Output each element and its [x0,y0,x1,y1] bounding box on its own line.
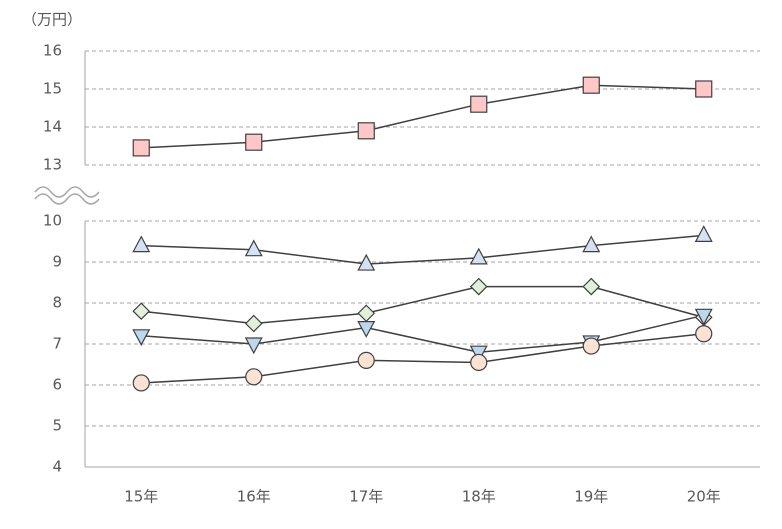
x-tick-label: 19年 [574,488,608,506]
y-tick-label: 10 [43,212,62,230]
y-tick-label: 13 [43,156,62,174]
series-line [141,84,704,149]
series-line [141,285,704,325]
y-tick-label: 5 [52,417,62,435]
marker-square [357,122,375,140]
x-tick-label: 16年 [237,488,271,506]
marker-circle [245,368,263,386]
marker-square [470,95,488,113]
marker-triangle [357,253,376,271]
series-line [141,333,704,384]
x-tick-label: 20年 [687,488,721,506]
x-tick-label: 15年 [124,488,158,506]
marker-triangle [132,235,151,253]
marker-circle [582,337,600,355]
marker-circle [695,325,713,343]
marker-square [132,139,150,157]
marker-diamond [469,277,488,296]
marker-diamond [357,304,376,323]
marker-circle [132,374,150,392]
y-tick-label: 7 [52,335,62,353]
marker-triangle [244,239,263,257]
marker-triangle [694,225,713,242]
x-tick-label: 17年 [349,488,383,506]
y-tick-label: 6 [52,376,62,394]
marker-triangle-down [694,308,713,326]
marker-triangle [469,247,488,265]
marker-square [695,80,713,98]
marker-square [245,133,263,151]
marker-diamond [582,277,601,296]
y-tick-label: 16 [43,42,62,60]
y-tick-label: 15 [43,80,62,98]
series-line [141,314,704,353]
series-line [141,234,704,265]
axis-break [34,186,100,205]
marker-triangle-down [132,329,151,347]
y-tick-label: 4 [52,458,62,476]
marker-triangle-down [469,345,488,363]
y-tick-label: 14 [43,118,62,136]
marker-circle [470,353,488,372]
marker-triangle [582,235,601,253]
marker-circle [357,351,375,369]
marker-diamond [244,314,263,333]
y-tick-label: 9 [52,253,62,271]
y-axis-unit: （万円） [22,11,82,29]
marker-triangle-down [244,337,263,355]
marker-triangle-down [357,321,376,338]
marker-square [582,76,600,94]
x-tick-label: 18年 [462,488,496,506]
marker-diamond [132,302,151,321]
y-tick-label: 8 [52,294,62,312]
